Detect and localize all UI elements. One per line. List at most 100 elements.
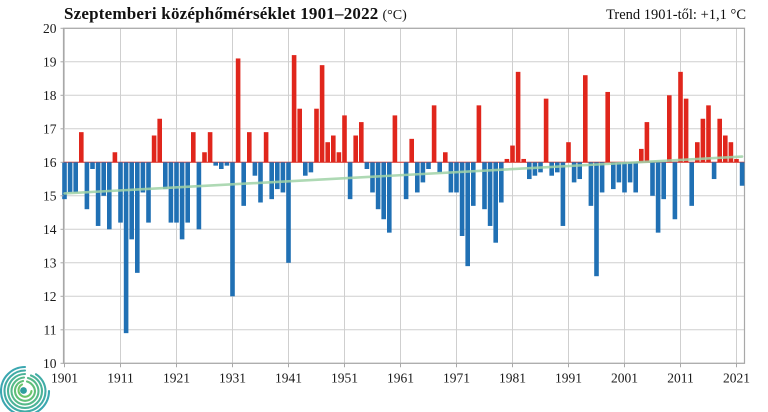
bar-2001	[622, 162, 627, 193]
bar-1959	[387, 162, 392, 233]
met-service-spiral-logo-icon	[0, 365, 51, 412]
x-axis-label: 1911	[107, 370, 134, 385]
bar-1928	[213, 162, 218, 166]
bar-1996	[594, 162, 599, 277]
y-axis-label: 10	[43, 356, 57, 371]
bar-2011	[678, 71, 683, 163]
bar-2020	[728, 142, 734, 163]
bar-1902	[67, 162, 73, 193]
bar-1931	[230, 162, 235, 297]
x-axis-label: 1991	[555, 370, 582, 385]
bar-1955	[364, 162, 370, 169]
x-axis-label: 1971	[443, 370, 470, 385]
x-axis-label: 1901	[51, 370, 78, 385]
bar-1901	[62, 162, 67, 200]
bar-2013	[689, 162, 694, 206]
x-axis-label: 1921	[163, 370, 190, 385]
bar-1990	[560, 162, 566, 226]
bar-1979	[499, 162, 504, 203]
bar-1924	[191, 132, 196, 163]
bar-1908	[101, 162, 106, 196]
bar-2017	[711, 162, 717, 180]
bar-1939	[275, 162, 280, 190]
y-axis-label: 20	[43, 21, 57, 36]
bar-2010	[672, 162, 678, 220]
bar-1975	[476, 105, 482, 163]
bar-1983	[521, 158, 526, 163]
bar-1962	[403, 162, 409, 200]
bar-1915	[140, 162, 146, 193]
bar-1995	[588, 162, 594, 206]
bar-1919	[163, 162, 168, 190]
trend-line	[63, 155, 744, 195]
bar-1954	[359, 122, 364, 163]
bar-1968	[437, 162, 442, 173]
bar-1926	[202, 152, 207, 163]
bar-1973	[465, 162, 470, 267]
bar-1991	[566, 142, 571, 163]
bar-1940	[280, 162, 286, 193]
bar-1964	[415, 162, 420, 193]
bar-1943	[297, 108, 302, 163]
bar-1934	[247, 132, 252, 163]
bar-1932	[235, 58, 241, 163]
bar-1987	[543, 98, 549, 163]
bar-1951	[342, 115, 347, 163]
y-axis-label: 15	[43, 188, 57, 203]
bar-2009	[667, 95, 672, 163]
bar-1948	[325, 142, 330, 163]
bar-1947	[319, 65, 325, 163]
bar-1937	[263, 132, 269, 163]
bar-1929	[219, 162, 224, 169]
bar-1970	[448, 162, 454, 193]
bar-1993	[577, 162, 582, 180]
x-axis-label: 1931	[219, 370, 246, 385]
bar-1944	[303, 162, 308, 176]
bar-2021	[734, 158, 739, 163]
bar-1922	[179, 162, 185, 240]
x-axis-label: 1981	[499, 370, 526, 385]
y-axis-label: 17	[43, 121, 57, 136]
y-axis-label: 16	[43, 155, 57, 170]
bar-1957	[375, 162, 381, 210]
bar-1918	[157, 118, 162, 163]
chart-title: Szeptemberi középhőmérséklet 1901–2022 (…	[64, 4, 407, 24]
bar-1904	[79, 132, 84, 163]
bar-1992	[571, 162, 577, 183]
y-axis-label: 18	[43, 88, 57, 103]
bar-2002	[627, 162, 633, 183]
bar-2003	[633, 162, 638, 193]
bar-1949	[331, 135, 336, 163]
bar-1945	[308, 162, 314, 173]
bar-1942	[291, 55, 297, 163]
bar-1967	[431, 105, 437, 163]
bar-1950	[336, 152, 342, 163]
trend-annotation: Trend 1901-től: +1,1 °C	[606, 7, 746, 23]
bar-1965	[420, 162, 426, 183]
bar-1958	[381, 162, 386, 220]
bar-2008	[661, 162, 666, 200]
bar-1982	[515, 71, 521, 163]
bar-1971	[454, 162, 459, 193]
x-axis-label: 2001	[611, 370, 638, 385]
bar-1914	[135, 162, 140, 273]
bar-1981	[510, 145, 515, 163]
bar-1909	[107, 162, 112, 230]
bar-1916	[146, 162, 151, 223]
bar-1906	[90, 162, 95, 169]
x-axis-label: 2021	[723, 370, 750, 385]
bar-1946	[314, 108, 319, 163]
bar-2012	[683, 98, 689, 163]
bar-1930	[224, 162, 230, 166]
y-axis-label: 19	[43, 54, 57, 69]
bar-1911	[118, 162, 123, 223]
y-axis-label: 13	[43, 255, 57, 270]
bar-2004	[639, 148, 644, 163]
bar-2000	[616, 162, 622, 183]
bar-1941	[286, 162, 291, 263]
bar-2005	[644, 122, 650, 163]
bar-1912	[123, 162, 129, 334]
y-axis-label: 11	[44, 322, 57, 337]
bar-1978	[493, 162, 498, 243]
